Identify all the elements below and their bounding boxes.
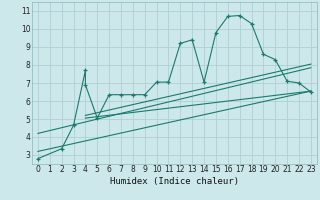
X-axis label: Humidex (Indice chaleur): Humidex (Indice chaleur) bbox=[110, 177, 239, 186]
